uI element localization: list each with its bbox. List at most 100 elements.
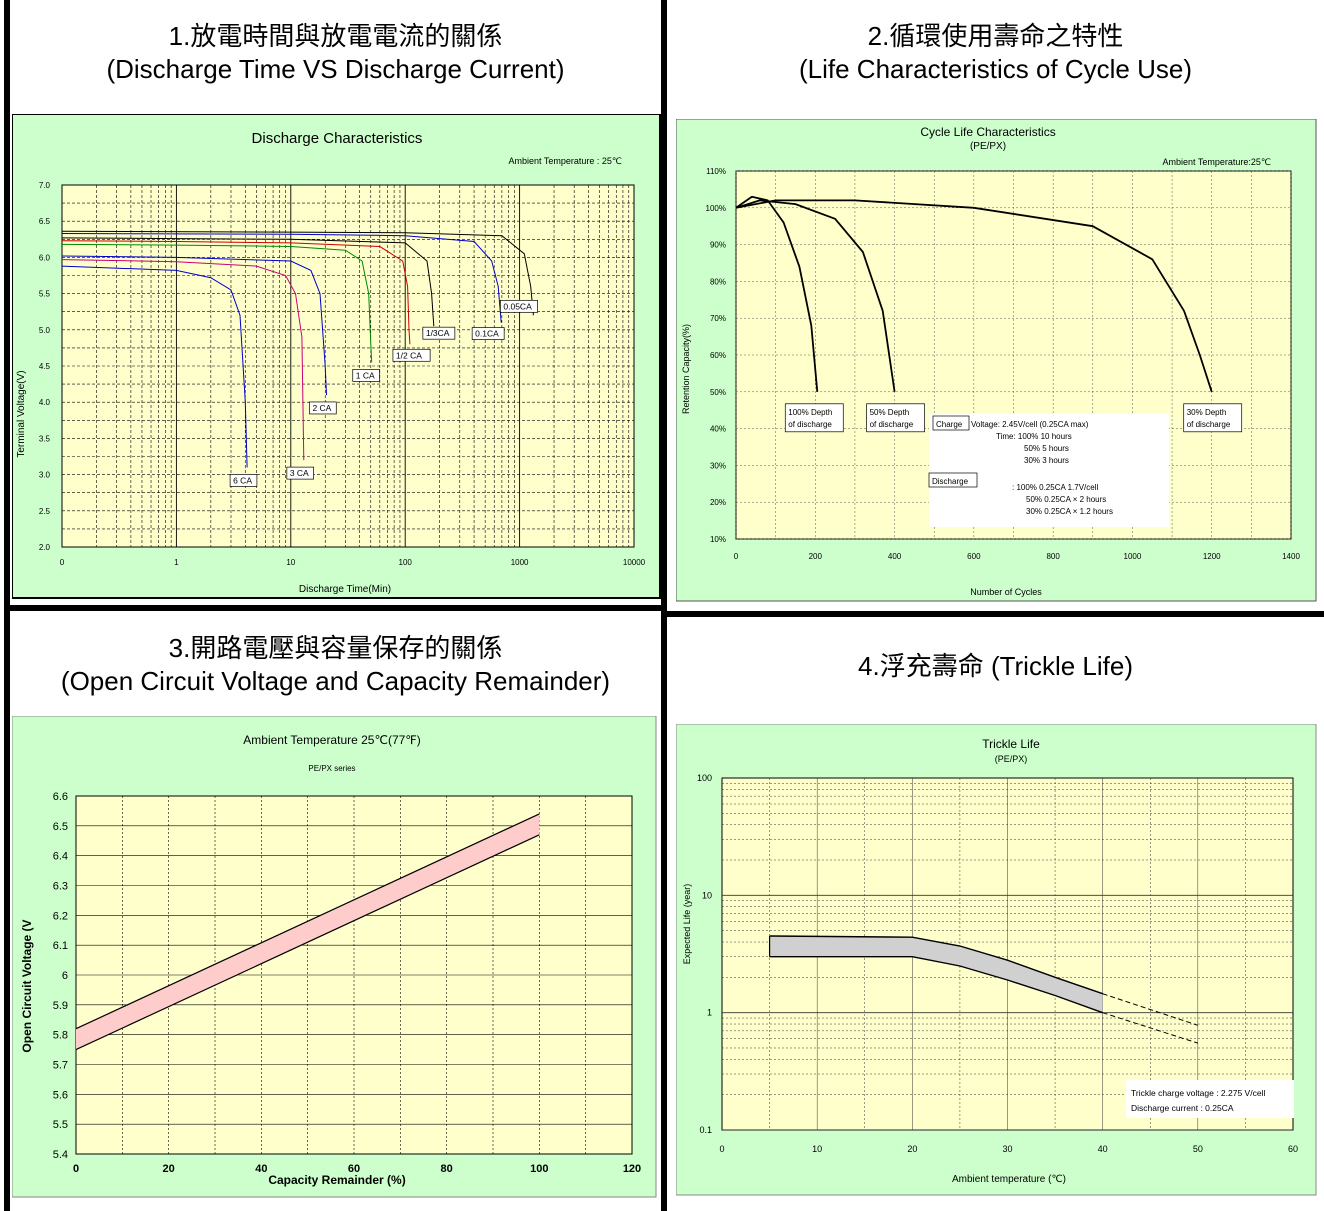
chart3-x-tick: 20	[163, 1163, 175, 1175]
chart4-x-tick: 50	[1193, 1144, 1203, 1154]
chart1-title: Discharge Characteristics	[252, 130, 423, 147]
chart1-y-tick: 7.0	[39, 181, 51, 190]
chart2-y-tick: 60%	[710, 351, 726, 360]
chart2-y-tick: 110%	[706, 167, 726, 176]
chart2-series-line	[735, 199, 1213, 393]
chart2-series-line	[735, 195, 819, 392]
chart1-y-tick: 4.5	[39, 362, 51, 371]
chart4-xlabel: Ambient temperature (℃)	[952, 1174, 1066, 1185]
chart1-series-label: 2 CA	[312, 403, 331, 413]
chart2-conditions-box	[929, 414, 1169, 527]
chart2-series-line	[735, 199, 896, 392]
chart4-y-tick: 10	[702, 890, 712, 900]
chart1-series-label: 1/2 CA	[396, 350, 422, 360]
panel-3-title: 3.開路電壓與容量保存的關係 (Open Circuit Voltage and…	[60, 633, 611, 696]
panel-1-title: 1.放電時間與放電電流的關係 (Discharge Time VS Discha…	[106, 21, 565, 84]
chart2-x-tick: 0	[734, 552, 739, 561]
chart3-x-tick: 0	[73, 1163, 79, 1175]
chart2-x-tick: 200	[809, 552, 823, 561]
chart2-y-tick: 20%	[710, 498, 726, 507]
chart2-xlabel: Number of Cycles	[970, 587, 1042, 597]
chart4-x-tick: 10	[812, 1144, 822, 1154]
chart3-x-tick: 60	[348, 1163, 360, 1175]
chart1-y-tick: 2.0	[39, 543, 51, 552]
chart1-x-tick: 100	[399, 558, 413, 567]
chart2-series-label-box	[784, 403, 844, 433]
chart1-y-tick: 5.5	[39, 290, 51, 299]
chart4-title: Trickle Life	[982, 737, 1040, 751]
chart3-x-tick: 100	[530, 1163, 548, 1175]
chart1-series-label: 3 CA	[290, 468, 309, 478]
chart1-y-tick: 3.0	[39, 471, 51, 480]
chart1-series-line	[61, 240, 411, 345]
chart2-ylabel: Retention Capacity(%)	[681, 324, 691, 414]
chart3-x-tick: 80	[441, 1163, 453, 1175]
chart3-y-tick: 5.4	[53, 1149, 68, 1161]
chart2-title: Cycle Life Characteristics	[920, 125, 1055, 139]
chart2-x-tick: 1000	[1124, 552, 1142, 561]
chart2-charge-line: 50% 5 hours	[1024, 444, 1069, 453]
panel-4-title: 4.浮充壽命 (Trickle Life)	[858, 651, 1133, 682]
chart4-subtitle: (PE/PX)	[995, 754, 1028, 764]
open-circuit-voltage-chart: Ambient Temperature 25℃(77℉) PE/PX serie…	[12, 716, 657, 1198]
chart2-ambient-note: Ambient Temperature:25℃	[1163, 157, 1272, 167]
chart3-y-tick: 6.2	[53, 910, 68, 922]
chart2-discharge-label: Discharge	[932, 477, 969, 486]
chart3-y-tick: 5.8	[53, 1030, 68, 1042]
chart2-y-tick: 10%	[710, 535, 726, 544]
chart2-series-label: 30% Depth	[1187, 408, 1227, 417]
chart2-series-label: of discharge	[1187, 420, 1231, 429]
trickle-life-chart: Trickle Life (PE/PX) 0.1 1 10 100 0 10 20 30 40 5…	[676, 724, 1317, 1196]
chart3-upper-line	[75, 813, 540, 1030]
chart4-upper-line	[769, 935, 1103, 995]
chart1-x-tick: 1	[174, 558, 179, 567]
chart4-x-tick: 20	[907, 1144, 917, 1154]
chart4-ylabel: Expected Life (year)	[682, 884, 692, 965]
chart1-y-tick: 5.0	[39, 326, 51, 335]
chart4-band	[769, 936, 1103, 1013]
chart4-y-tick: 0.1	[699, 1125, 712, 1135]
chart1-y-tick: 2.5	[39, 507, 51, 516]
chart2-y-tick: 80%	[710, 277, 726, 286]
chart1-series-label: 0.05CA	[503, 301, 532, 311]
chart1-y-tick: 4.0	[39, 398, 51, 407]
chart3-band	[76, 813, 540, 1050]
chart2-y-tick: 90%	[710, 241, 726, 250]
chart1-x-tick: 1000	[511, 558, 529, 567]
chart2-discharge-line: : 100% 0.25CA 1.7V/cell	[1012, 483, 1099, 492]
chart1-series-label: 1 CA	[356, 370, 375, 380]
chart1-series-label-box	[392, 348, 431, 362]
chart4-annotation: Trickle charge voltage : 2.275 V/cell	[1131, 1088, 1265, 1098]
chart3-xlabel: Capacity Remainder (%)	[268, 1173, 405, 1187]
chart1-x-tick: 0	[60, 558, 65, 567]
chart2-y-tick: 70%	[710, 314, 726, 323]
panel-2-title: 2.循環使用壽命之特性 (Life Characteristics of Cyc…	[799, 21, 1192, 84]
chart3-subtitle: PE/PX series	[308, 764, 355, 773]
chart1-x-tick: 10000	[623, 558, 646, 567]
chart4-x-tick: 60	[1288, 1144, 1298, 1154]
chart2-discharge-line: 50% 0.25CA × 2 hours	[1026, 495, 1106, 504]
chart2-y-tick: 40%	[710, 425, 726, 434]
chart4-annotation-box	[1126, 1080, 1294, 1118]
chart2-y-tick: 30%	[710, 461, 726, 470]
chart1-series-label-box	[229, 474, 258, 487]
chart2-charge-label-box	[932, 415, 970, 431]
chart2-charge-line: 30% 3 hours	[1024, 456, 1069, 465]
chart2-x-tick: 800	[1046, 552, 1060, 561]
chart1-y-tick: 6.0	[39, 253, 51, 262]
chart2-discharge-line: 30% 0.25CA × 1.2 hours	[1026, 507, 1113, 516]
chart2-series-label: 100% Depth	[788, 408, 832, 417]
chart3-y-tick: 5.6	[53, 1089, 68, 1101]
chart3-y-tick: 5.5	[53, 1119, 68, 1131]
chart3-y-tick: 6	[62, 970, 68, 982]
chart1-series-label-box	[422, 326, 456, 340]
chart4-y-tick: 100	[697, 773, 712, 783]
chart4-y-tick: 1	[707, 1008, 712, 1018]
chart4-x-tick: 30	[1002, 1144, 1012, 1154]
chart2-charge-line: Voltage: 2.45V/cell (0.25CA max)	[971, 420, 1089, 429]
chart1-series-label-box	[352, 369, 380, 382]
chart1-ylabel: Terminal Voltage(V)	[16, 370, 27, 457]
chart2-subtitle: (PE/PX)	[970, 141, 1006, 152]
chart1-series-line	[61, 265, 248, 468]
